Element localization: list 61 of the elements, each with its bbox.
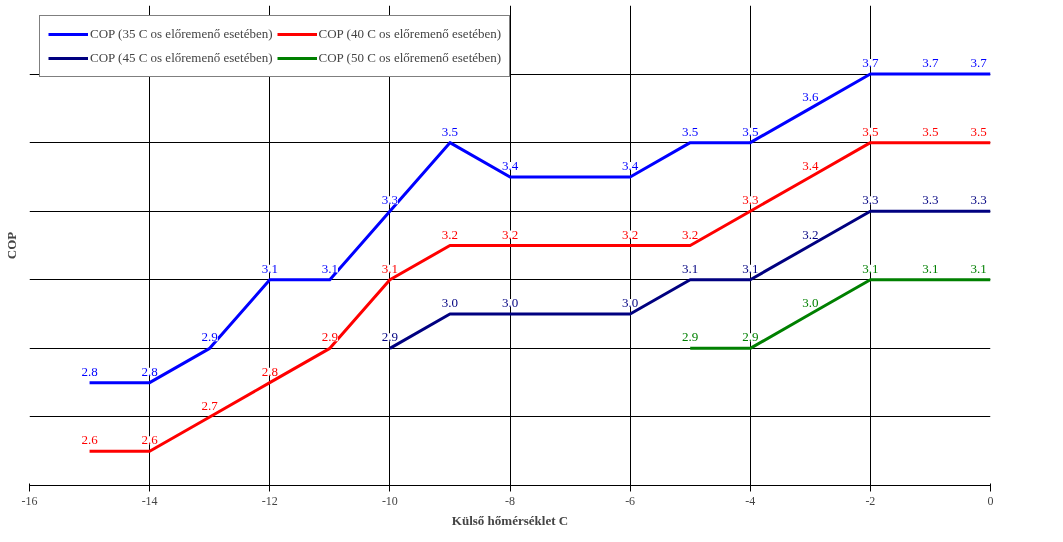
data-label: 2.8 xyxy=(261,363,278,379)
data-label: 3.1 xyxy=(862,260,879,276)
data-label: 3.0 xyxy=(802,295,819,311)
legend-label: COP (40 C os előremenő esetében) xyxy=(318,26,502,42)
data-label: 3.1 xyxy=(321,260,338,276)
data-label: 3.3 xyxy=(862,192,879,208)
data-label: 3.1 xyxy=(682,260,699,276)
data-label: 2.6 xyxy=(141,432,159,448)
x-tick-label: -4 xyxy=(745,493,756,508)
data-label: 3.3 xyxy=(742,192,759,208)
data-label: 3.1 xyxy=(742,260,759,276)
data-label: 2.9 xyxy=(742,329,759,345)
legend-label: COP (50 C os előremenő esetében) xyxy=(318,50,502,66)
data-label: 3.1 xyxy=(261,260,278,276)
data-label: 3.0 xyxy=(441,295,459,311)
data-label: 3.7 xyxy=(922,55,940,71)
data-label: 3.2 xyxy=(441,226,459,242)
data-label: 3.1 xyxy=(922,260,939,276)
x-tick-label: -6 xyxy=(625,493,636,508)
data-label: 3.0 xyxy=(501,295,519,311)
data-label: 3.6 xyxy=(802,89,819,105)
data-label: 2.7 xyxy=(201,397,219,413)
x-tick-label: -8 xyxy=(505,493,515,508)
data-label: 3.2 xyxy=(682,226,699,242)
data-label: 2.8 xyxy=(141,363,158,379)
data-label: 3.7 xyxy=(862,55,879,71)
data-label: 3.1 xyxy=(381,260,398,276)
data-label: 3.3 xyxy=(381,192,398,208)
data-label: 3.5 xyxy=(970,123,987,139)
data-label: 2.9 xyxy=(321,329,338,345)
data-label: 3.3 xyxy=(970,192,987,208)
data-label: 3.2 xyxy=(622,226,639,242)
data-label: 2.9 xyxy=(381,329,398,345)
x-tick-label: -14 xyxy=(141,493,158,508)
data-label: 2.9 xyxy=(201,329,218,345)
data-label: 2.9 xyxy=(682,329,699,345)
x-tick-label: -16 xyxy=(21,493,38,508)
data-label: 3.5 xyxy=(682,123,699,139)
data-label: 3.1 xyxy=(970,260,987,276)
data-label: 3.0 xyxy=(622,295,639,311)
y-axis-title: COP xyxy=(3,231,19,260)
data-label: 3.5 xyxy=(922,123,939,139)
x-tick-label: 0 xyxy=(987,493,994,508)
data-label: 3.5 xyxy=(441,123,459,139)
data-label: 3.4 xyxy=(622,157,639,173)
legend-label: COP (45 C os előremenő esetében) xyxy=(90,50,273,66)
data-label: 3.3 xyxy=(922,192,939,208)
data-label: 3.4 xyxy=(501,157,519,173)
data-label: 3.5 xyxy=(862,123,879,139)
data-label: 3.5 xyxy=(742,123,759,139)
data-label: 3.7 xyxy=(970,55,988,71)
x-tick-label: -10 xyxy=(381,493,398,508)
data-label: 2.8 xyxy=(81,363,98,379)
x-axis-title: Külső hőmérséklet C xyxy=(451,512,569,528)
x-tick-label: -2 xyxy=(865,493,876,508)
data-label: 3.4 xyxy=(802,157,819,173)
data-label: 3.2 xyxy=(802,226,819,242)
legend-label: COP (35 C os előremenő esetében) xyxy=(90,26,273,42)
data-label: 2.6 xyxy=(81,432,99,448)
x-tick-label: -12 xyxy=(261,493,278,508)
data-label: 3.2 xyxy=(501,226,519,242)
